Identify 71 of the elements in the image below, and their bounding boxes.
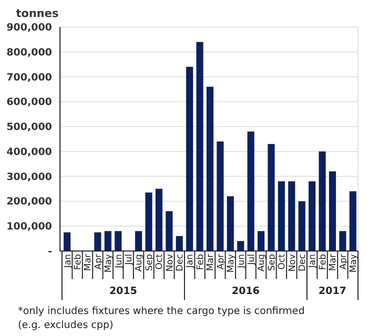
- bar: [329, 171, 336, 251]
- bar: [196, 42, 204, 251]
- x-tick-label: Dec: [176, 254, 186, 272]
- bar: [268, 144, 275, 251]
- x-tick-label: Jun: [114, 254, 124, 270]
- x-tick-label: Mar: [84, 254, 94, 271]
- bar: [145, 192, 152, 251]
- x-tick-label: Aug: [257, 254, 268, 272]
- x-tick-label: Aug: [134, 254, 145, 272]
- x-tick-label: Jan: [186, 254, 196, 269]
- x-tick-label: Nov: [165, 253, 176, 272]
- bar: [226, 196, 234, 251]
- x-tick-label: Jul: [246, 254, 257, 266]
- y-tick-label: 100,000: [6, 222, 52, 233]
- y-tick-label: 800,000: [6, 47, 52, 58]
- y-axis-title: tonnes: [16, 7, 59, 20]
- y-tick-label: 300,000: [6, 172, 52, 183]
- bar: [339, 231, 346, 251]
- x-tick-label: Jun: [236, 254, 247, 270]
- text: 2016: [232, 286, 260, 297]
- bar: [258, 231, 265, 251]
- x-tick-label: Feb: [196, 254, 206, 270]
- bar: [349, 191, 356, 251]
- bar: [247, 132, 254, 251]
- x-tick-label: Nov: [288, 253, 298, 272]
- bar: [166, 211, 173, 251]
- x-tick-label: Sep: [144, 254, 155, 271]
- x-tick-label: Oct: [155, 254, 166, 270]
- bar: [155, 188, 162, 251]
- x-tick-label: Apr: [338, 254, 349, 270]
- text: *only includes fixtures where the cargo type is confirmed: [18, 306, 305, 317]
- x-tick-label: Sep: [267, 254, 278, 271]
- bar: [186, 66, 194, 251]
- text: 2017: [318, 286, 346, 297]
- bar: [298, 201, 306, 251]
- x-tick-label: Jan: [63, 254, 74, 269]
- bar: [278, 181, 285, 251]
- bar: [308, 181, 316, 251]
- y-tick-label: 700,000: [6, 72, 52, 84]
- x-tick-label: Feb: [318, 254, 328, 270]
- x-tick-label: Mar: [206, 254, 216, 271]
- x-tick-label: May: [104, 253, 114, 273]
- x-tick-label: Apr: [216, 254, 226, 270]
- text: 2015: [109, 286, 138, 297]
- x-tick-label: Oct: [278, 254, 288, 270]
- x-tick-label: Dec: [298, 254, 308, 272]
- y-tick-label: 200,000: [6, 196, 52, 208]
- bar: [64, 232, 71, 251]
- x-tick-label: May: [349, 253, 360, 273]
- bar: [288, 181, 296, 251]
- y-tick-label: -: [48, 246, 52, 258]
- bar: [104, 231, 112, 251]
- x-tick-label: Jan: [308, 254, 318, 269]
- y-tick-label: 600,000: [6, 97, 52, 108]
- x-tick-label: Mar: [328, 254, 339, 271]
- x-tick-label: May: [226, 253, 237, 273]
- bar: [318, 151, 326, 251]
- bar: [206, 86, 214, 251]
- bar: [94, 232, 102, 251]
- x-tick-label: Feb: [73, 254, 84, 270]
- text: (e.g. excludes cpp): [18, 320, 114, 331]
- bar: [135, 231, 142, 251]
- y-tick-label: 900,000: [6, 22, 52, 34]
- y-tick-label: 500,000: [6, 122, 52, 134]
- x-tick-label: Jul: [124, 254, 134, 266]
- y-tick-label: 400,000: [6, 146, 52, 158]
- bar: [114, 231, 122, 251]
- bar: [176, 236, 183, 251]
- bar: [216, 141, 224, 251]
- bar: [237, 241, 244, 251]
- x-tick-label: Apr: [94, 254, 104, 270]
